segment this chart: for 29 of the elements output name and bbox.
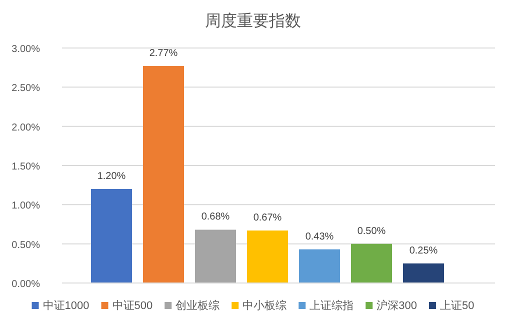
legend-label: 上证50 bbox=[440, 299, 474, 312]
bar bbox=[143, 66, 184, 283]
bar bbox=[247, 230, 288, 283]
y-tick-label: 3.00% bbox=[12, 44, 40, 55]
y-tick-label: 0.50% bbox=[12, 240, 40, 251]
data-label: 0.25% bbox=[409, 245, 438, 256]
data-label: 0.68% bbox=[201, 212, 230, 223]
bar bbox=[299, 249, 340, 283]
bar bbox=[195, 230, 236, 283]
legend-label: 沪深300 bbox=[376, 299, 417, 312]
y-tick-label: 1.50% bbox=[12, 162, 40, 172]
legend-label: 中证500 bbox=[112, 299, 153, 312]
y-tick-label: 2.50% bbox=[12, 83, 40, 94]
data-label: 0.67% bbox=[253, 212, 282, 224]
chart-title: 周度重要指数 bbox=[205, 12, 301, 30]
legend-label: 中小板综 bbox=[242, 299, 287, 312]
legend-label: 上证综指 bbox=[310, 299, 354, 312]
data-label: 1.20% bbox=[97, 171, 126, 182]
data-label: 0.43% bbox=[305, 231, 334, 242]
y-tick-label: 1.00% bbox=[12, 200, 40, 212]
y-tick-label: 2.00% bbox=[12, 122, 40, 134]
bar bbox=[403, 263, 444, 283]
legend-label: 创业板综 bbox=[176, 299, 220, 312]
bar bbox=[351, 244, 392, 283]
legend-label: 中证1000 bbox=[42, 299, 90, 312]
data-label: 0.50% bbox=[357, 226, 386, 237]
bar bbox=[91, 189, 132, 283]
y-tick-label: 0.00% bbox=[12, 279, 40, 290]
data-label: 2.77% bbox=[149, 48, 178, 60]
